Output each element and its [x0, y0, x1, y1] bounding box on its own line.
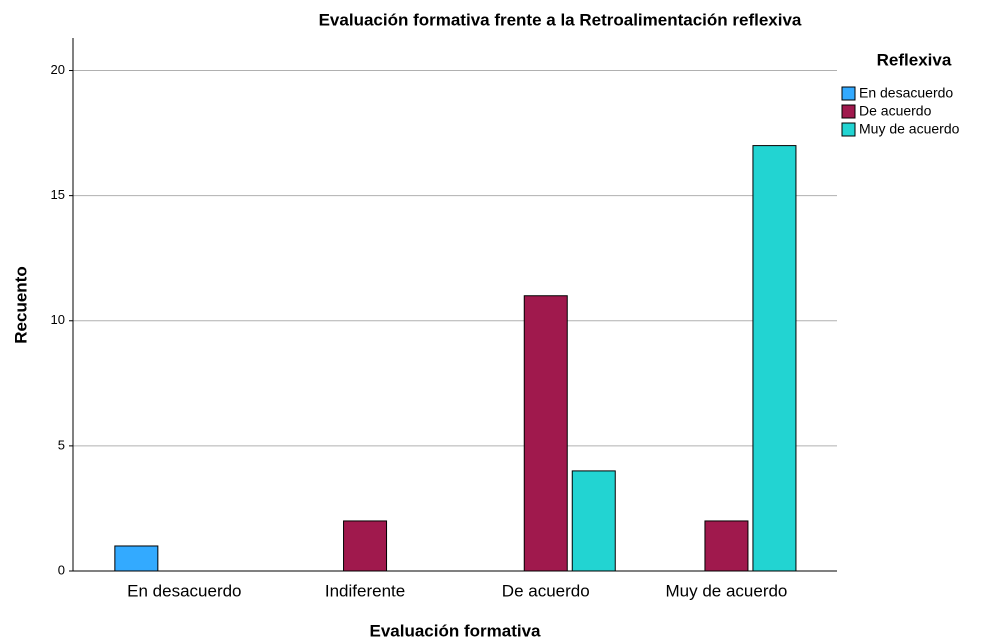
legend-title: Reflexiva [877, 50, 952, 69]
y-axis-label: Recuento [11, 266, 30, 343]
y-tick-label: 0 [58, 562, 65, 577]
legend-swatch [841, 122, 856, 137]
legend-swatch [841, 104, 856, 119]
legend-label: En desacuerdo [859, 85, 953, 101]
bar [571, 470, 616, 572]
x-tick-label: En desacuerdo [127, 581, 241, 600]
y-tick-label: 20 [51, 62, 65, 77]
x-axis-label: Evaluación formativa [369, 621, 541, 640]
legend-label: Muy de acuerdo [859, 121, 960, 137]
chart-title: Evaluación formativa frente a la Retroal… [319, 10, 802, 29]
bar [704, 520, 749, 572]
x-tick-label: Indiferente [325, 581, 405, 600]
x-tick-label: De acuerdo [502, 581, 590, 600]
bar [752, 145, 797, 572]
legend-label: De acuerdo [859, 103, 932, 119]
bar [523, 295, 568, 572]
bar [343, 520, 388, 572]
bar [114, 545, 159, 572]
x-tick-label: Muy de acuerdo [665, 581, 787, 600]
legend-swatch [841, 86, 856, 101]
y-tick-label: 10 [51, 312, 65, 327]
y-tick-label: 15 [51, 187, 65, 202]
y-tick-label: 5 [58, 437, 65, 452]
